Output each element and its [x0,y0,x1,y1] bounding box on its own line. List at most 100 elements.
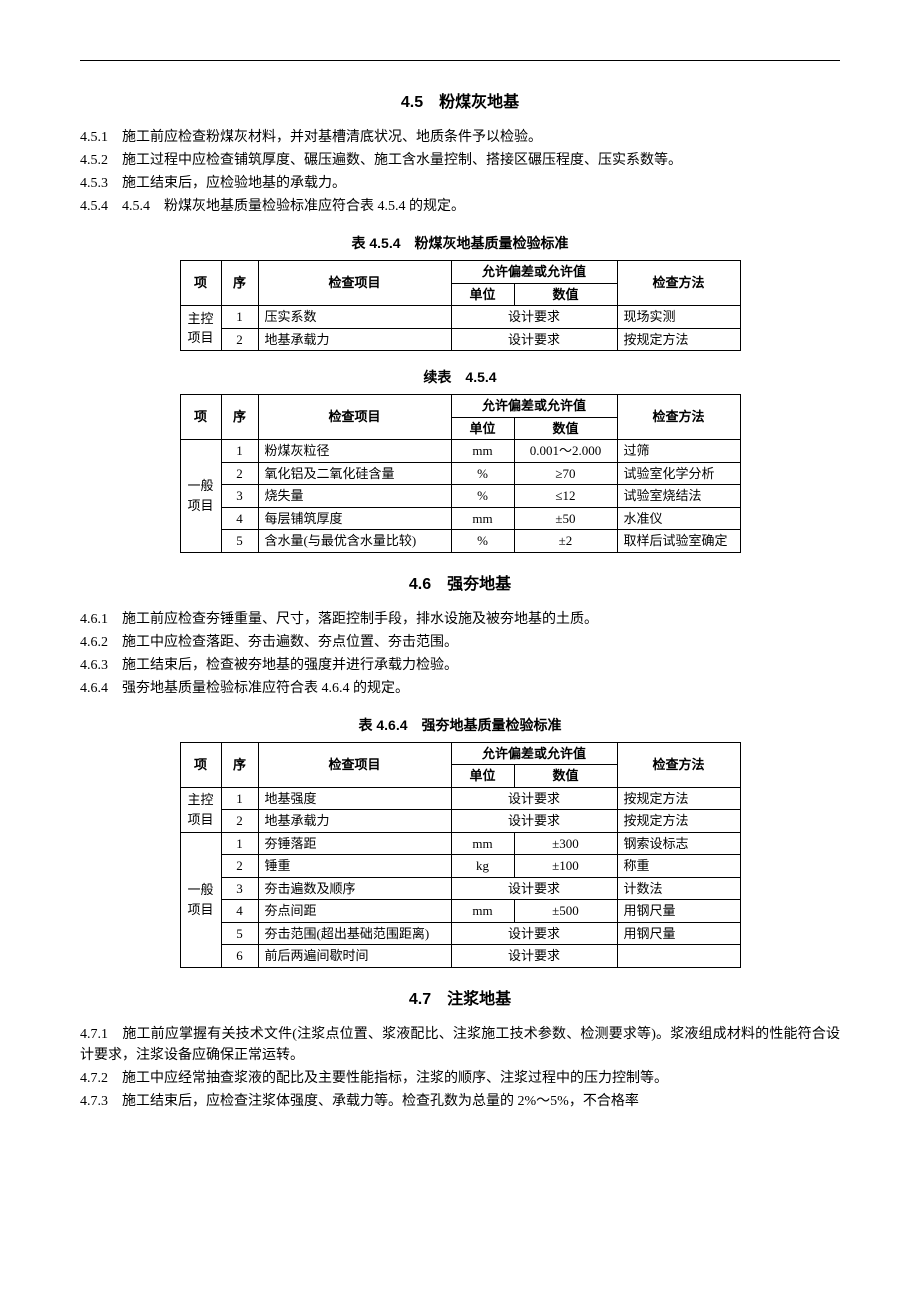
cell-method: 试验室化学分析 [617,462,740,485]
cell-unit: mm [451,832,514,855]
th-allow: 允许偏差或允许值 [451,261,617,284]
para-452: 4.5.2 施工过程中应检查铺筑厚度、碾压遍数、施工含水量控制、搭接区碾压程度、… [80,150,840,171]
section-45-title: 4.5 粉煤灰地基 [80,91,840,115]
cell-seq: 2 [221,462,258,485]
para-471: 4.7.1 施工前应掌握有关技术文件(注浆点位置、浆液配比、注浆施工技术参数、检… [80,1024,840,1066]
cell-seq: 2 [221,855,258,878]
cell-allow: 设计要求 [451,945,617,968]
cell-seq: 3 [221,877,258,900]
table-row: 2 氧化铝及二氧化硅含量 % ≥70 试验室化学分析 [180,462,740,485]
cell-method: 用钢尺量 [617,922,740,945]
th-value: 数值 [514,417,617,440]
cell-unit: kg [451,855,514,878]
table-header-row: 项 序 检查项目 允许偏差或允许值 检查方法 [180,395,740,418]
cell-item: 地基强度 [258,787,451,810]
table-row: 主控项目 1 地基强度 设计要求 按规定方法 [180,787,740,810]
cell-method: 试验室烧结法 [617,485,740,508]
cell-allow: 设计要求 [451,922,617,945]
cell-item: 粉煤灰粒径 [258,440,451,463]
cell-item: 夯点间距 [258,900,451,923]
cell-allow: 设计要求 [451,877,617,900]
th-allow: 允许偏差或允许值 [451,742,617,765]
table-row: 5 夯击范围(超出基础范围距离) 设计要求 用钢尺量 [180,922,740,945]
table-row: 3 夯击遍数及顺序 设计要求 计数法 [180,877,740,900]
cell-allow: 设计要求 [451,306,617,329]
table-header-row: 项 序 检查项目 允许偏差或允许值 检查方法 [180,742,740,765]
cell-value: ≥70 [514,462,617,485]
cell-method: 按规定方法 [617,787,740,810]
cell-seq: 2 [221,810,258,833]
para-463: 4.6.3 施工结束后，检查被夯地基的强度并进行承载力检验。 [80,655,840,676]
table-row: 4 每层铺筑厚度 mm ±50 水准仪 [180,507,740,530]
cell-seq: 6 [221,945,258,968]
table-454c-caption: 续表 4.5.4 [80,367,840,388]
cell-method: 钢索设标志 [617,832,740,855]
cell-seq: 1 [221,832,258,855]
cell-method: 现场实测 [617,306,740,329]
table-header-row: 项 序 检查项目 允许偏差或允许值 检查方法 [180,261,740,284]
table-row: 5 含水量(与最优含水量比较) % ±2 取样后试验室确定 [180,530,740,553]
section-46-title: 4.6 强夯地基 [80,573,840,597]
cell-seq: 3 [221,485,258,508]
cell-method [617,945,740,968]
cell-seq: 4 [221,900,258,923]
th-method: 检查方法 [617,261,740,306]
cell-method: 计数法 [617,877,740,900]
table-row: 主控项目 1 压实系数 设计要求 现场实测 [180,306,740,329]
table-464: 项 序 检查项目 允许偏差或允许值 检查方法 单位 数值 主控项目 1 地基强度… [180,742,741,968]
cell-group: 主控项目 [180,787,221,832]
th-value: 数值 [514,765,617,788]
th-value: 数值 [514,283,617,306]
table-row: 2 锤重 kg ±100 称重 [180,855,740,878]
para-461: 4.6.1 施工前应检查夯锤重量、尺寸，落距控制手段，排水设施及被夯地基的土质。 [80,609,840,630]
cell-allow: 设计要求 [451,328,617,351]
cell-seq: 5 [221,530,258,553]
cell-method: 过筛 [617,440,740,463]
cell-allow: 设计要求 [451,787,617,810]
cell-method: 按规定方法 [617,328,740,351]
th-cat: 项 [180,261,221,306]
cell-unit: mm [451,440,514,463]
table-row: 一般项目 1 粉煤灰粒径 mm 0.001～2.000 过筛 [180,440,740,463]
cell-item: 烧失量 [258,485,451,508]
para-453: 4.5.3 施工结束后，应检验地基的承载力。 [80,173,840,194]
th-cat: 项 [180,395,221,440]
table-row: 2 地基承载力 设计要求 按规定方法 [180,810,740,833]
header-rule [80,60,840,61]
cell-seq: 1 [221,440,258,463]
cell-item: 氧化铝及二氧化硅含量 [258,462,451,485]
th-unit: 单位 [451,283,514,306]
cell-item: 压实系数 [258,306,451,329]
para-454: 4.5.4 4.5.4 粉煤灰地基质量检验标准应符合表 4.5.4 的规定。 [80,196,840,217]
cell-seq: 1 [221,787,258,810]
para-473: 4.7.3 施工结束后，应检查注浆体强度、承载力等。检查孔数为总量的 2%～5%… [80,1091,840,1112]
cell-seq: 4 [221,507,258,530]
th-item: 检查项目 [258,261,451,306]
cell-value: 0.001～2.000 [514,440,617,463]
cell-unit: % [451,530,514,553]
cell-value: ±300 [514,832,617,855]
cell-group: 主控项目 [180,306,221,351]
th-cat: 项 [180,742,221,787]
para-464: 4.6.4 强夯地基质量检验标准应符合表 4.6.4 的规定。 [80,678,840,699]
th-seq: 序 [221,395,258,440]
table-row: 6 前后两遍间歇时间 设计要求 [180,945,740,968]
table-row: 一般项目 1 夯锤落距 mm ±300 钢索设标志 [180,832,740,855]
cell-unit: % [451,462,514,485]
cell-value: ±100 [514,855,617,878]
table-row: 3 烧失量 % ≤12 试验室烧结法 [180,485,740,508]
cell-method: 按规定方法 [617,810,740,833]
cell-value: ±500 [514,900,617,923]
th-item: 检查项目 [258,395,451,440]
cell-item: 夯锤落距 [258,832,451,855]
cell-value: ±50 [514,507,617,530]
para-451: 4.5.1 施工前应检查粉煤灰材料，并对基槽清底状况、地质条件予以检验。 [80,127,840,148]
th-method: 检查方法 [617,395,740,440]
cell-item: 每层铺筑厚度 [258,507,451,530]
cell-seq: 5 [221,922,258,945]
cell-unit: mm [451,900,514,923]
cell-method: 取样后试验室确定 [617,530,740,553]
cell-method: 称重 [617,855,740,878]
table-454: 项 序 检查项目 允许偏差或允许值 检查方法 单位 数值 主控项目 1 压实系数… [180,260,741,351]
cell-item: 夯击范围(超出基础范围距离) [258,922,451,945]
